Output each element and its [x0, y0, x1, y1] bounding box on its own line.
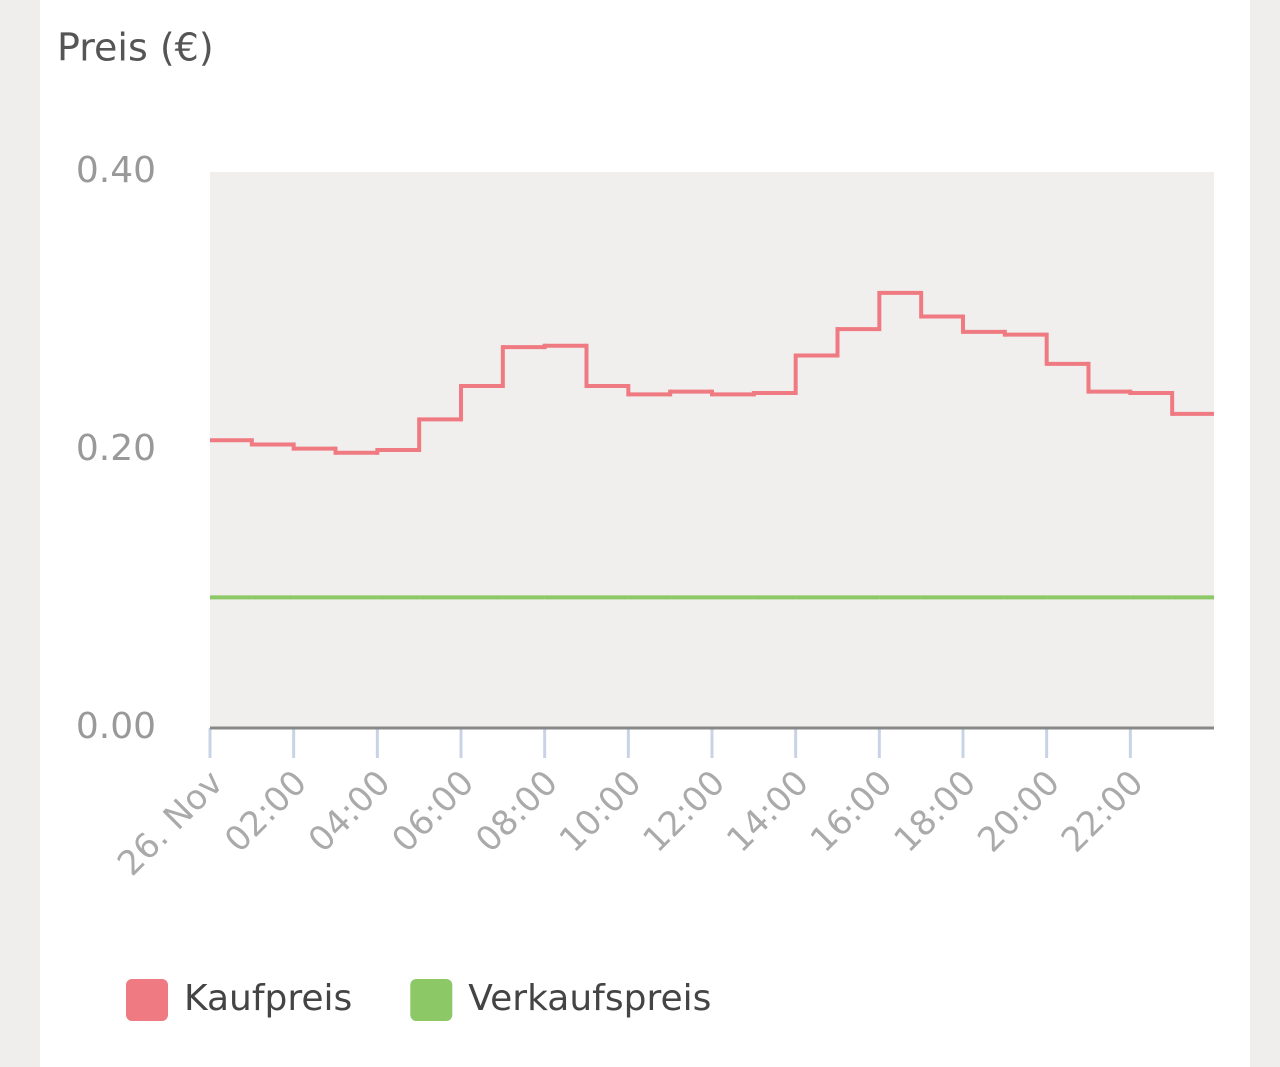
plot-background [210, 172, 1214, 728]
legend-label: Kaufpreis [184, 978, 352, 1019]
legend-item[interactable]: Kaufpreis [126, 978, 352, 1021]
chart-title: Preis (€) [57, 26, 214, 70]
series-line [210, 290, 1214, 455]
legend-swatch [126, 979, 168, 1021]
legend-item[interactable]: Verkaufspreis [410, 978, 711, 1021]
y-tick-label: 0.00 [76, 706, 156, 747]
legend-swatch [410, 979, 453, 1021]
y-tick-label: 0.20 [76, 428, 156, 469]
legend-label: Verkaufspreis [468, 978, 711, 1019]
y-tick-label: 0.40 [76, 150, 156, 191]
